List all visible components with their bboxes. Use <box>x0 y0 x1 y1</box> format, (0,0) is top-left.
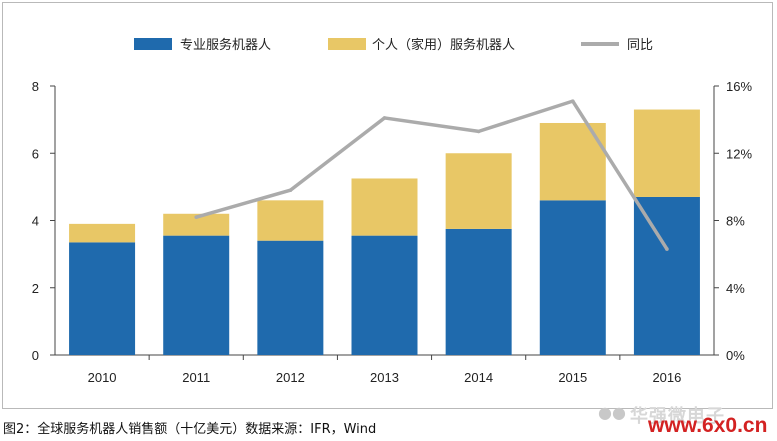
x-tick-label: 2014 <box>464 370 493 385</box>
y-axis-left-ticks: 0 2 4 6 8 <box>32 79 55 363</box>
yoy-point <box>665 247 669 251</box>
y-right-tick-label: 12% <box>726 146 752 161</box>
yoy-line <box>194 99 669 251</box>
y-axis-right-ticks: 0% 4% 8% 12% 16% <box>714 79 752 363</box>
watermark: ●● 华强微电子 www.6x0.cn <box>596 400 774 438</box>
x-tick-label: 2010 <box>88 370 117 385</box>
x-tick-label: 2012 <box>276 370 305 385</box>
bar-personal <box>163 213 230 236</box>
bar-personal <box>69 223 136 243</box>
yoy-point <box>382 116 387 120</box>
x-tick-label: 2011 <box>182 370 210 385</box>
bar-personal <box>445 153 512 229</box>
legend-label-yoy: 同比 <box>627 38 653 53</box>
bar-professional <box>69 242 136 355</box>
watermark-site: www.6x0.cn <box>648 414 768 437</box>
bar-professional <box>163 235 230 355</box>
y-right-tick-label: 8% <box>726 214 745 229</box>
yoy-line-path <box>195 99 669 251</box>
y-left-tick-label: 4 <box>32 214 39 229</box>
chart: 专业服务机器人 个人（家用）服务机器人 同比 0 2 4 6 8 0% 4% 8% 12% 16… <box>32 37 753 385</box>
y-left-tick-label: 6 <box>32 146 39 161</box>
wechat-icon: ●● <box>598 403 626 422</box>
yoy-point <box>570 99 575 103</box>
bar-professional <box>539 200 606 355</box>
x-axis-ticks: 2010 2011 2012 2013 2014 2015 2016 <box>88 355 681 385</box>
chart-legend: 专业服务机器人 个人（家用）服务机器人 同比 <box>134 37 653 53</box>
bar-professional <box>351 235 418 355</box>
x-tick-label: 2016 <box>652 370 681 385</box>
bar-personal <box>633 109 700 197</box>
bar-personal <box>351 178 418 236</box>
y-left-tick-label: 0 <box>32 348 39 363</box>
watermark-text: 华强微电子 <box>630 406 725 427</box>
bar-professional <box>257 240 324 355</box>
legend-label-professional: 专业服务机器人 <box>180 37 271 53</box>
y-left-tick-label: 8 <box>32 79 39 94</box>
y-right-tick-label: 16% <box>726 79 752 94</box>
x-tick-label: 2013 <box>370 370 399 385</box>
figure-caption: 图2：全球服务机器人销售额（十亿美元）数据来源：IFR，Wind <box>3 422 377 437</box>
bars <box>69 109 700 355</box>
yoy-point <box>194 215 199 219</box>
y-left-tick-label: 2 <box>32 281 39 296</box>
x-tick-label: 2015 <box>558 370 587 385</box>
chart-frame <box>2 2 773 409</box>
legend-swatch-professional <box>134 38 172 50</box>
bar-personal <box>257 200 324 241</box>
legend-swatch-personal <box>328 38 366 50</box>
bar-professional <box>633 196 700 355</box>
y-right-tick-label: 0% <box>726 348 745 363</box>
legend-label-personal: 个人（家用）服务机器人 <box>372 37 515 53</box>
yoy-point <box>476 129 481 134</box>
bar-professional <box>445 228 512 355</box>
y-right-tick-label: 4% <box>726 281 745 296</box>
yoy-point <box>288 188 293 193</box>
